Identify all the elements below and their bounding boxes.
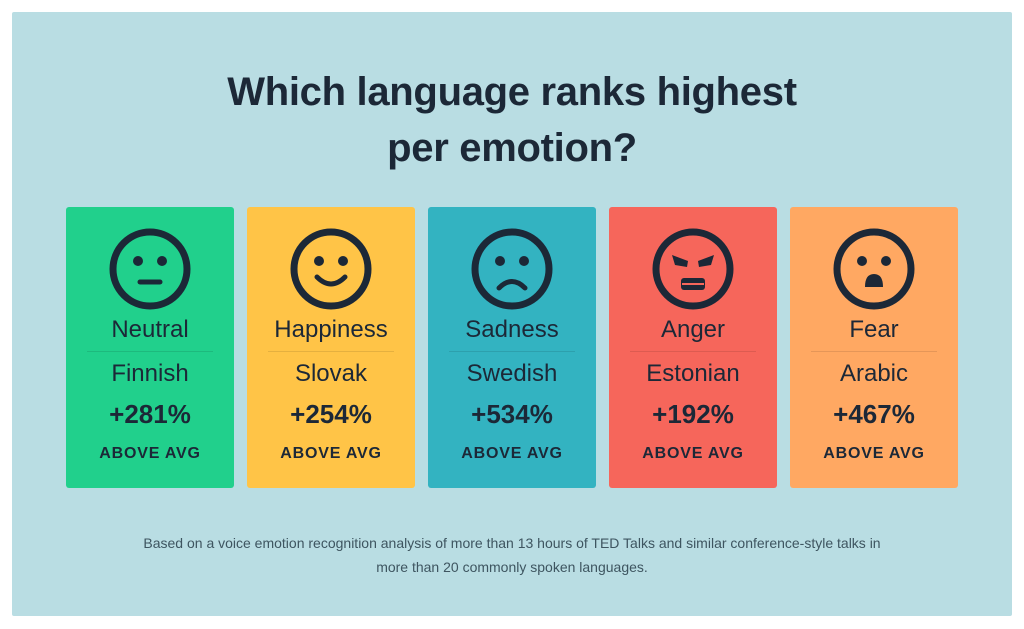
card-divider — [630, 351, 756, 352]
page-title: Which language ranks highest per emotion… — [12, 64, 1012, 176]
fearful-face-icon — [832, 227, 916, 311]
percent-value: +467% — [833, 399, 915, 429]
language-label: Swedish — [466, 360, 558, 387]
emotion-card-fear: Fear Arabic +467% ABOVE AVG — [790, 207, 958, 488]
card-divider — [811, 351, 937, 352]
emotion-card-anger: Anger Estonian +192% ABOVE AVG — [609, 207, 777, 488]
above-avg-caption: ABOVE AVG — [642, 445, 744, 462]
language-label: Estonian — [646, 360, 740, 387]
percent-value: +281% — [109, 399, 191, 429]
angry-face-icon — [651, 227, 735, 311]
sad-face-icon — [470, 227, 554, 311]
emotion-card-neutral: Neutral Finnish +281% ABOVE AVG — [66, 207, 234, 488]
percent-value: +534% — [471, 399, 553, 429]
language-label: Finnish — [111, 360, 189, 387]
percent-value: +254% — [290, 399, 372, 429]
footnote-line-1: Based on a voice emotion recognition ana… — [143, 535, 881, 551]
emotion-card-happiness: Happiness Slovak +254% ABOVE AVG — [247, 207, 415, 488]
language-label: Arabic — [839, 360, 909, 387]
above-avg-caption: ABOVE AVG — [280, 445, 382, 462]
percent-value: +192% — [652, 399, 734, 429]
title-line-1: Which language ranks highest — [227, 70, 797, 114]
emotion-label: Sadness — [465, 316, 559, 343]
card-divider — [268, 351, 394, 352]
card-divider — [449, 351, 575, 352]
above-avg-caption: ABOVE AVG — [461, 445, 563, 462]
footnote-line-2: more than 20 commonly spoken languages. — [376, 559, 648, 575]
emotion-card-sadness: Sadness Swedish +534% ABOVE AVG — [428, 207, 596, 488]
happy-face-icon — [289, 227, 373, 311]
neutral-face-icon — [108, 227, 192, 311]
above-avg-caption: ABOVE AVG — [823, 445, 925, 462]
emotion-label: Anger — [660, 316, 726, 343]
infographic-panel: Which language ranks highest per emotion… — [12, 12, 1012, 616]
title-line-2: per emotion? — [387, 126, 637, 170]
language-label: Slovak — [294, 360, 368, 387]
emotion-label: Happiness — [274, 316, 388, 343]
emotion-cards: Neutral Finnish +281% ABOVE AVG Happines… — [66, 207, 959, 488]
emotion-label: Fear — [849, 316, 899, 343]
above-avg-caption: ABOVE AVG — [99, 445, 201, 462]
card-divider — [87, 351, 213, 352]
source-footnote: Based on a voice emotion recognition ana… — [92, 531, 932, 579]
emotion-label: Neutral — [111, 316, 189, 343]
